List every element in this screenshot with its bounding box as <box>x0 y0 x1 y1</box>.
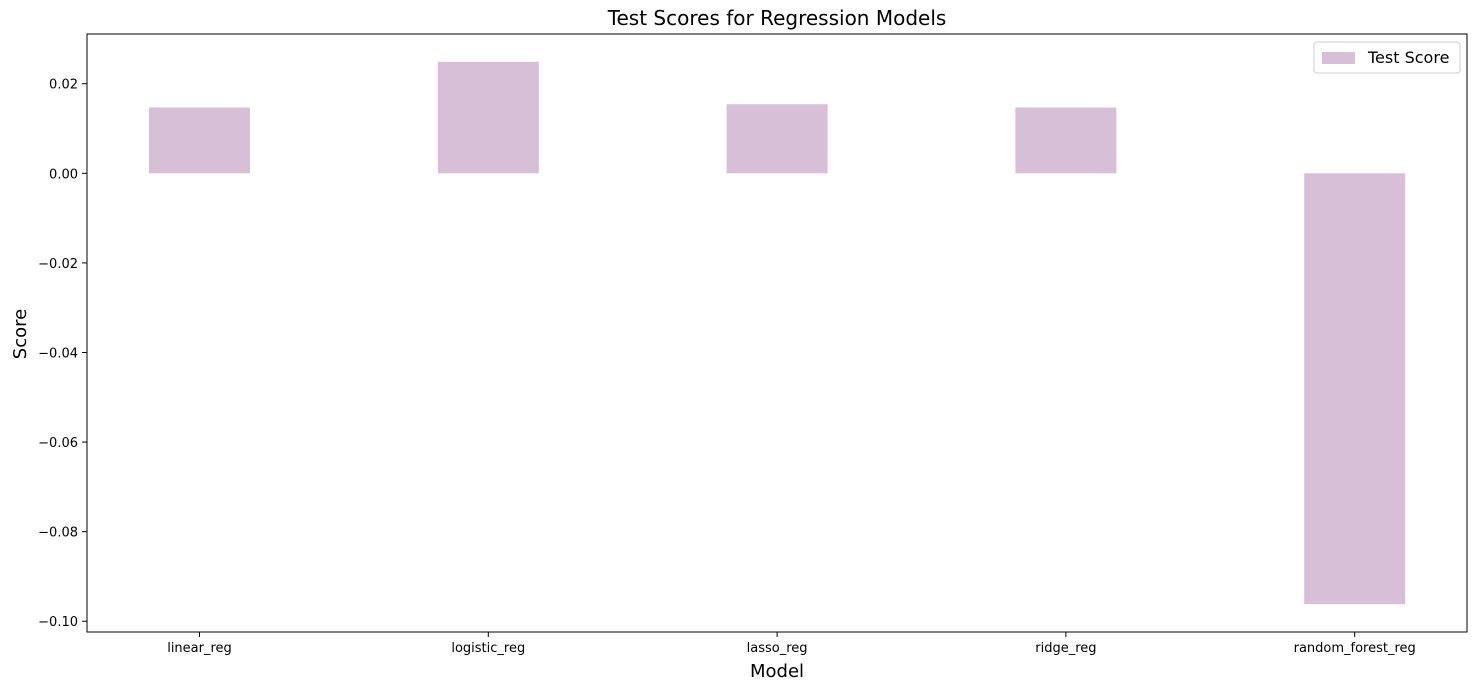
bar-ridge_reg <box>1015 107 1117 174</box>
y-axis-label: Score <box>10 309 31 359</box>
bars-layer <box>149 61 1406 605</box>
y-tick-label: −0.10 <box>38 615 78 630</box>
y-tick-label: −0.04 <box>38 346 78 361</box>
y-tick-label: 0.00 <box>49 167 78 182</box>
x-tick-label: ridge_reg <box>1035 641 1096 656</box>
x-axis: linear_reg logistic_reg lasso_reg ridge_reg… <box>167 632 1416 656</box>
y-tick-label: −0.02 <box>38 257 78 272</box>
legend-label: Test Score <box>1367 48 1449 67</box>
x-axis-label: Model <box>750 661 804 682</box>
legend-box <box>1313 41 1461 74</box>
plot-frame <box>86 33 1468 633</box>
y-tick-label: −0.06 <box>38 436 78 451</box>
y-tick-label: 0.02 <box>49 78 78 93</box>
bar-logistic_reg <box>437 61 539 174</box>
legend-swatch <box>1322 52 1355 64</box>
y-tick-label: −0.08 <box>38 526 78 541</box>
x-tick-label: logistic_reg <box>451 641 525 656</box>
bar-lasso_reg <box>726 104 828 174</box>
bar-random_forest_reg <box>1304 173 1406 605</box>
x-tick-label: linear_reg <box>167 641 232 656</box>
legend: Test Score <box>1313 41 1461 74</box>
chart-title: Test Scores for Regression Models <box>607 6 947 30</box>
bar-linear_reg <box>149 107 250 174</box>
x-tick-label: random_forest_reg <box>1294 641 1416 656</box>
y-axis: 0.02 0.00 −0.02 −0.04 −0.06 −0.08 −0.10 <box>38 78 87 630</box>
x-tick-label: lasso_reg <box>747 641 808 656</box>
